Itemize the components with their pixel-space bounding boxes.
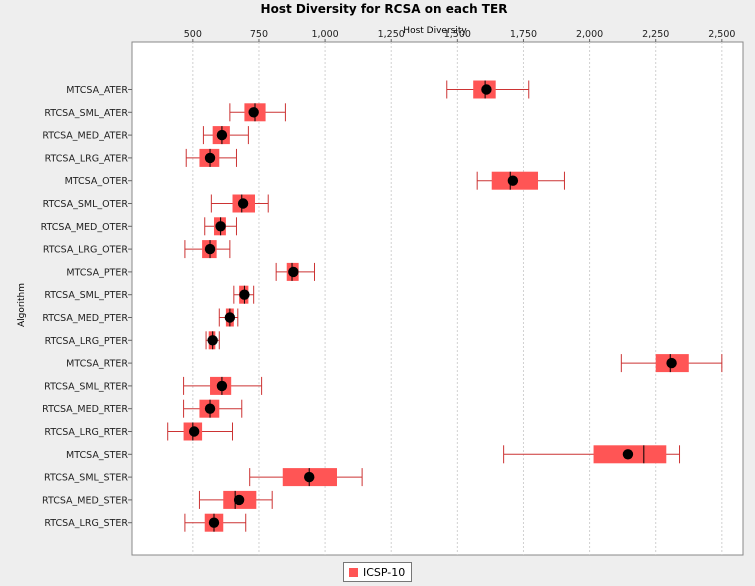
legend-label: ICSP-10 <box>363 565 406 579</box>
box-item <box>205 331 220 350</box>
mean-marker <box>288 266 299 278</box>
box-item <box>202 126 249 145</box>
x-axis-ticks: 500 750 1,000 1,250 1,500 1,750 2,000 2,250 2,50… <box>184 29 735 42</box>
category-label: RTCSA_LRG_OTER <box>43 245 129 256</box>
plot-area <box>131 41 744 556</box>
x-tick-label: 1,750 <box>510 29 537 40</box>
box-item <box>184 240 231 259</box>
y-axis-label: Algorithm <box>17 283 27 327</box>
legend-swatch <box>349 567 358 577</box>
box-item <box>167 422 234 441</box>
mean-marker <box>666 357 677 369</box>
box-item <box>229 103 286 122</box>
box-item <box>185 148 237 167</box>
x-tick-label: 750 <box>250 29 268 40</box>
box-item <box>184 513 247 532</box>
mean-marker <box>233 494 245 506</box>
box-item <box>620 354 723 373</box>
x-axis-label: Host Diversity <box>403 26 467 36</box>
category-label: RTCSA_LRG_RTER <box>44 427 128 438</box>
mean-marker <box>215 221 226 232</box>
box-item <box>233 285 255 304</box>
category-label: RTCSA_SML_OTER <box>43 199 129 210</box>
box-item <box>210 194 269 213</box>
mean-marker <box>204 243 216 255</box>
category-label: RTCSA_MED_STER <box>42 495 128 506</box>
category-label: RTCSA_SML_STER <box>44 473 128 484</box>
category-label: RTCSA_MED_RTER <box>42 404 128 415</box>
x-tick-label: 2,250 <box>642 29 669 40</box>
mean-marker <box>507 175 519 186</box>
category-label: RTCSA_MED_PTER <box>42 313 128 324</box>
mean-marker <box>216 129 228 141</box>
mean-marker <box>188 426 200 437</box>
mean-marker <box>204 152 216 164</box>
box-item <box>183 376 263 395</box>
box-item <box>204 217 237 236</box>
mean-marker <box>239 289 250 300</box>
box-item <box>446 80 530 99</box>
chart-title: Host Diversity for RCSA on each TER <box>261 2 508 16</box>
box-series <box>167 80 723 532</box>
category-label: RTCSA_SML_RTER <box>44 381 128 392</box>
category-label: MTCSA_OTER <box>65 176 129 187</box>
category-label: MTCSA_PTER <box>66 267 128 278</box>
x-tick-label: 1,250 <box>378 29 405 40</box>
x-tick-label: 2,500 <box>708 29 735 40</box>
mean-marker <box>622 449 634 460</box>
box-item <box>476 171 565 190</box>
box-item <box>183 399 243 418</box>
mean-marker <box>207 335 218 346</box>
legend: ICSP-10 <box>343 562 413 582</box>
mean-marker <box>204 403 216 414</box>
category-label: RTCSA_MED_ATER <box>42 131 128 142</box>
category-label: RTCSA_SML_PTER <box>44 290 128 301</box>
category-label: RTCSA_SML_ATER <box>44 108 128 119</box>
x-tick-label: 1,500 <box>444 29 471 40</box>
box-item <box>275 262 316 281</box>
box-item <box>249 468 363 487</box>
category-labels: MTCSA_ATER RTCSA_SML_ATER RTCSA_MED_ATER RT… <box>41 85 132 529</box>
mean-marker <box>208 517 220 528</box>
gridlines <box>192 42 723 555</box>
mean-marker <box>481 84 492 95</box>
x-tick-label: 1,000 <box>311 29 338 40</box>
x-tick-label: 500 <box>184 29 202 40</box>
category-label: MTCSA_ATER <box>66 85 128 96</box>
mean-marker <box>216 380 228 392</box>
host-diversity-chart: Host Diversity for RCSA on each TER Host… <box>17 2 744 556</box>
category-label: MTCSA_STER <box>66 450 128 461</box>
mean-marker <box>224 312 236 323</box>
category-label: MTCSA_RTER <box>66 359 128 370</box>
category-label: RTCSA_LRG_STER <box>44 518 128 529</box>
box-item <box>218 308 239 327</box>
category-label: RTCSA_LRG_PTER <box>45 336 129 347</box>
category-label: RTCSA_LRG_ATER <box>45 153 129 164</box>
box-item <box>198 490 273 509</box>
mean-marker <box>237 198 249 209</box>
mean-marker <box>248 107 259 118</box>
box-item <box>503 445 681 464</box>
mean-marker <box>304 471 315 483</box>
category-label: RTCSA_MED_OTER <box>41 222 129 233</box>
x-tick-label: 2,000 <box>576 29 603 40</box>
